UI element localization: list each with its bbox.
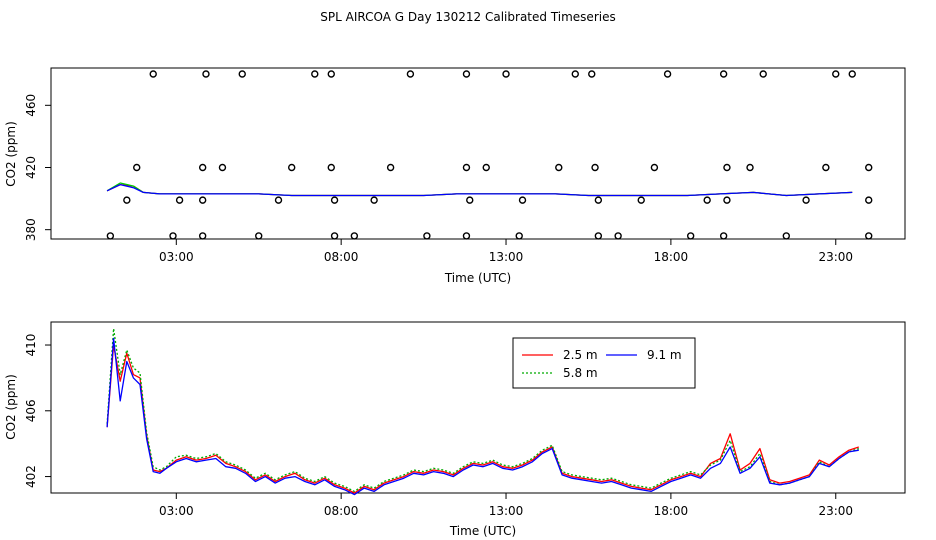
top-calibration-point bbox=[719, 70, 728, 78]
top-calibration-point bbox=[169, 232, 177, 240]
top-calibration-point bbox=[822, 163, 830, 172]
legend-label-5-8m: 5.8 m bbox=[563, 366, 598, 380]
legend: 2.5 m 9.1 m 5.8 m bbox=[512, 337, 696, 389]
chart-title: SPL AIRCOA G Day 130212 Calibrated Times… bbox=[320, 10, 615, 24]
top-calibration-point bbox=[330, 196, 339, 204]
top-calibration-point bbox=[746, 163, 754, 172]
legend-box bbox=[512, 337, 696, 389]
top-y-tick-label: 460 bbox=[24, 94, 38, 117]
top-calibration-point bbox=[848, 70, 856, 78]
top-calibration-point bbox=[406, 70, 415, 78]
bottom-y-tick-label: 410 bbox=[24, 334, 38, 357]
top-axes: 03:00 08:00 13:00 18:00 23:00 380 420 460 bbox=[24, 94, 853, 264]
bottom-x-tick-label: 03:00 bbox=[159, 504, 194, 518]
top-calibration-point bbox=[650, 163, 659, 172]
top-calibration-point bbox=[637, 196, 645, 204]
top-calibration-point bbox=[865, 163, 873, 172]
top-calibration-point bbox=[502, 70, 510, 78]
bottom-series-line bbox=[106, 337, 859, 496]
bottom-series-line bbox=[106, 344, 859, 494]
bottom-data bbox=[106, 327, 860, 496]
top-x-tick-label: 23:00 bbox=[818, 250, 853, 264]
top-calibration-point bbox=[123, 196, 131, 204]
top-calibration-point bbox=[198, 232, 207, 240]
top-calibration-point bbox=[588, 70, 596, 78]
top-x-tick-label: 18:00 bbox=[654, 250, 689, 264]
legend-label-9-1m: 9.1 m bbox=[647, 348, 682, 362]
top-series-line bbox=[106, 183, 853, 197]
top-calibration-point bbox=[518, 196, 527, 204]
top-calibration-point bbox=[686, 232, 695, 240]
top-calibration-point bbox=[330, 232, 339, 240]
top-calibration-point bbox=[594, 196, 603, 204]
top-calibration-point bbox=[106, 232, 115, 240]
top-calibration-point bbox=[663, 70, 672, 78]
top-calibration-point bbox=[462, 163, 471, 172]
bottom-x-tick-label: 13:00 bbox=[489, 504, 524, 518]
top-calibration-point bbox=[255, 232, 263, 240]
bottom-axes: 03:00 08:00 13:00 18:00 23:00 402 406 410 bbox=[24, 334, 853, 518]
top-calibration-point bbox=[238, 70, 246, 78]
top-calibration-point bbox=[462, 232, 471, 240]
top-calibration-point bbox=[802, 196, 810, 204]
top-y-tick-label: 420 bbox=[24, 156, 38, 179]
top-calibration-point bbox=[723, 163, 731, 172]
top-calibration-point bbox=[614, 232, 622, 240]
top-calibration-point bbox=[218, 163, 227, 172]
top-calibration-point bbox=[703, 196, 711, 204]
top-y-axis-label: CO2 (ppm) bbox=[4, 121, 18, 187]
bottom-panel: 03:00 08:00 13:00 18:00 23:00 402 406 410 Time … bbox=[4, 321, 906, 538]
top-calibration-point bbox=[175, 196, 184, 204]
top-calibration-point bbox=[350, 232, 359, 240]
top-calibration-point bbox=[149, 70, 157, 78]
top-calibration-point bbox=[327, 70, 335, 78]
top-x-tick-label: 13:00 bbox=[489, 250, 524, 264]
top-data bbox=[106, 70, 873, 240]
top-y-tick-label: 380 bbox=[24, 218, 38, 241]
top-calibration-point bbox=[288, 163, 296, 172]
bottom-y-tick-label: 402 bbox=[24, 465, 38, 488]
top-calibration-point bbox=[482, 163, 490, 172]
top-calibration-point bbox=[327, 163, 335, 172]
top-calibration-point bbox=[723, 196, 731, 204]
top-calibration-point bbox=[198, 163, 207, 172]
top-calibration-point bbox=[423, 232, 431, 240]
top-calibration-point bbox=[571, 70, 579, 78]
top-calibration-point bbox=[591, 163, 599, 172]
top-calibration-point bbox=[865, 232, 873, 240]
top-x-tick-label: 08:00 bbox=[324, 250, 359, 264]
top-calibration-point bbox=[832, 70, 840, 78]
top-calibration-point bbox=[311, 70, 319, 78]
top-calibration-point bbox=[198, 196, 207, 204]
top-calibration-point bbox=[466, 196, 474, 204]
bottom-x-tick-label: 18:00 bbox=[654, 504, 689, 518]
bottom-x-axis-label: Time (UTC) bbox=[449, 524, 516, 538]
top-calibration-point bbox=[133, 163, 141, 172]
top-calibration-point bbox=[386, 163, 395, 172]
bottom-y-tick-label: 406 bbox=[24, 399, 38, 422]
top-panel: 03:00 08:00 13:00 18:00 23:00 380 420 460 Time … bbox=[4, 67, 906, 285]
top-calibration-point bbox=[594, 232, 603, 240]
bottom-plot-frame bbox=[50, 321, 906, 494]
top-calibration-point bbox=[370, 196, 378, 204]
legend-label-2-5m: 2.5 m bbox=[563, 348, 598, 362]
top-plot-frame bbox=[50, 67, 906, 240]
bottom-x-tick-label: 23:00 bbox=[818, 504, 853, 518]
top-calibration-point bbox=[719, 232, 728, 240]
top-x-axis-label: Time (UTC) bbox=[444, 271, 511, 285]
top-calibration-point bbox=[865, 196, 873, 204]
top-x-tick-label: 03:00 bbox=[159, 250, 194, 264]
top-calibration-point bbox=[555, 163, 563, 172]
top-calibration-point bbox=[274, 196, 283, 204]
top-calibration-point bbox=[782, 232, 790, 240]
top-calibration-point bbox=[462, 70, 471, 78]
bottom-y-axis-label: CO2 (ppm) bbox=[4, 374, 18, 440]
top-calibration-point bbox=[202, 70, 210, 78]
top-calibration-point bbox=[515, 232, 523, 240]
bottom-x-tick-label: 08:00 bbox=[324, 504, 359, 518]
top-calibration-point bbox=[759, 70, 767, 78]
